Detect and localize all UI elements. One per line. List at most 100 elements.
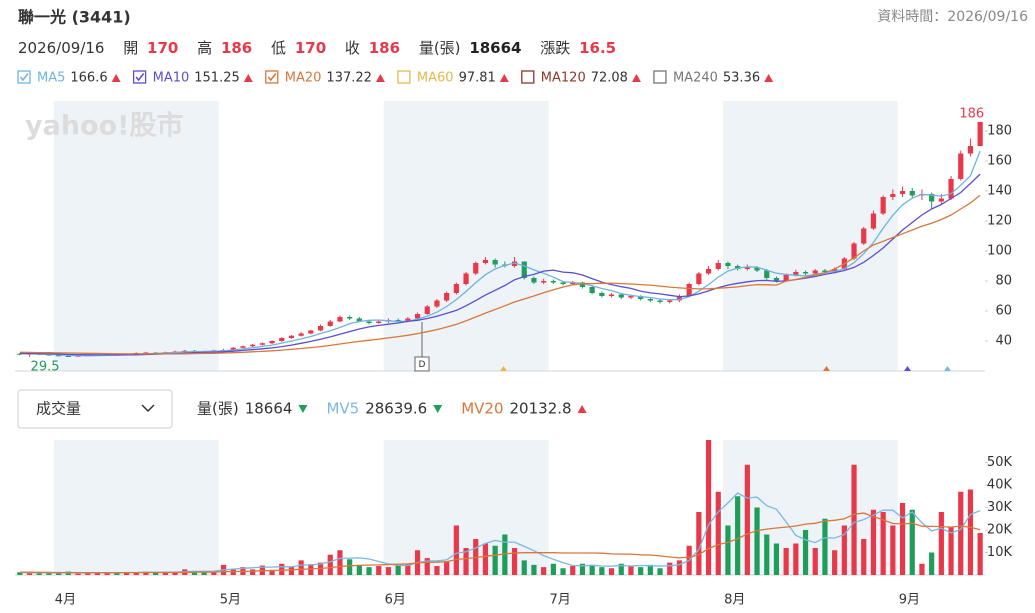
volume-bar: [608, 568, 615, 575]
candle-body: [744, 267, 750, 269]
volume-bar: [405, 563, 411, 575]
candle-body: [250, 344, 256, 347]
volume-bar: [298, 560, 304, 575]
volume-bar: [967, 489, 974, 575]
y-tick-label: 80: [995, 274, 1012, 289]
watermark: yahoo!股市: [25, 110, 183, 142]
candle-body: [541, 281, 547, 283]
volume-bar: [356, 564, 362, 575]
legend-check: [19, 73, 29, 82]
volume-bar: [269, 569, 275, 575]
legend-checkbox[interactable]: [653, 70, 667, 84]
month-bands: [53, 101, 898, 575]
quote-label: 量(張): [419, 39, 461, 57]
volume-bar: [802, 530, 809, 575]
legend-value: 28639.6: [365, 400, 427, 418]
volume-bar: [521, 560, 527, 575]
candle-body: [686, 284, 692, 296]
quote-value: 186: [221, 39, 252, 57]
marker-box: [414, 356, 430, 372]
volume-bar: [773, 543, 780, 575]
dropdown-chevron: [141, 404, 155, 413]
volume-bar: [958, 491, 964, 575]
volume-bar: [735, 496, 741, 575]
candle-body: [395, 320, 401, 322]
volume-bar: [550, 563, 556, 575]
quote-label: 高: [197, 39, 212, 57]
legend-checkbox[interactable]: [17, 70, 31, 84]
min-price-label: 29.5: [31, 359, 60, 374]
indicator-dropdown[interactable]: [17, 389, 173, 429]
candle-body: [899, 191, 906, 194]
month-band: [723, 440, 898, 575]
legend-checkbox[interactable]: [265, 70, 279, 84]
candle-body: [929, 194, 935, 202]
candle-body: [570, 282, 576, 284]
volume-bar: [919, 563, 925, 575]
legend-name: MA60: [417, 71, 454, 86]
legend-checkbox[interactable]: [132, 70, 147, 84]
candle-body: [550, 281, 556, 283]
x-tick-label: 7月: [550, 593, 571, 608]
x-tick-label: 9月: [899, 593, 920, 608]
candle-body: [696, 273, 702, 284]
event-triangle: [500, 366, 507, 371]
candle-body: [17, 353, 23, 355]
trend-triangle: [111, 74, 121, 82]
volume-bar: [94, 572, 101, 575]
volume-bar: [812, 548, 818, 575]
candle-body: [861, 228, 867, 244]
volume-bar: [715, 491, 721, 575]
candle-body: [521, 261, 527, 278]
volume-bar: [783, 548, 789, 575]
y-tick-label: 180: [987, 124, 1012, 139]
volume-bar: [162, 572, 168, 575]
y-tick-label: 160: [987, 154, 1012, 169]
volume-bar: [560, 568, 566, 575]
trend-triangle: [764, 74, 774, 82]
event-triangle: [904, 366, 911, 371]
volume-bar: [133, 572, 139, 575]
legend-check: [267, 73, 277, 82]
quote-value: 170: [147, 39, 178, 57]
candle-body: [618, 294, 624, 298]
y-tick-label: 40K: [987, 478, 1013, 493]
volume-bar: [26, 572, 33, 575]
legend-checkbox[interactable]: [397, 70, 411, 84]
volume-bar: [250, 569, 256, 575]
volume-bar: [75, 573, 81, 575]
volume-bar: [424, 558, 430, 575]
quote-label: 低: [271, 39, 286, 57]
volume-bar: [890, 525, 896, 575]
candle-body: [511, 261, 518, 266]
volume-bar: [463, 548, 469, 575]
volume-bar: [647, 564, 653, 575]
volume-bar: [696, 512, 702, 575]
x-tick-label: 5月: [220, 593, 241, 608]
candle-body: [880, 197, 886, 214]
legend-value: 166.6: [70, 71, 107, 86]
volume-bar: [725, 525, 731, 575]
legend-checkbox[interactable]: [521, 70, 535, 84]
legend-value: 18664: [245, 400, 293, 418]
candle-body: [773, 278, 780, 281]
volume-bar: [541, 567, 547, 575]
volume-bar: [211, 571, 217, 575]
legend-value: 20132.8: [510, 400, 572, 418]
trend-triangle: [298, 405, 308, 413]
candle-body: [638, 296, 644, 299]
volume-bar: [288, 566, 295, 575]
data-time: 資料時間：2026/09/16: [877, 9, 1028, 25]
candle-body: [230, 347, 236, 350]
volume-bar: [85, 573, 91, 575]
candle-body: [56, 355, 62, 357]
volume-bar: [667, 562, 673, 575]
volume-bar: [764, 534, 770, 575]
volume-bar: [327, 554, 333, 575]
volume-bar: [570, 566, 576, 575]
volume-bar: [191, 570, 198, 575]
candle-body: [948, 179, 954, 199]
trend-triangle: [577, 405, 587, 413]
volume-bar: [104, 572, 110, 575]
